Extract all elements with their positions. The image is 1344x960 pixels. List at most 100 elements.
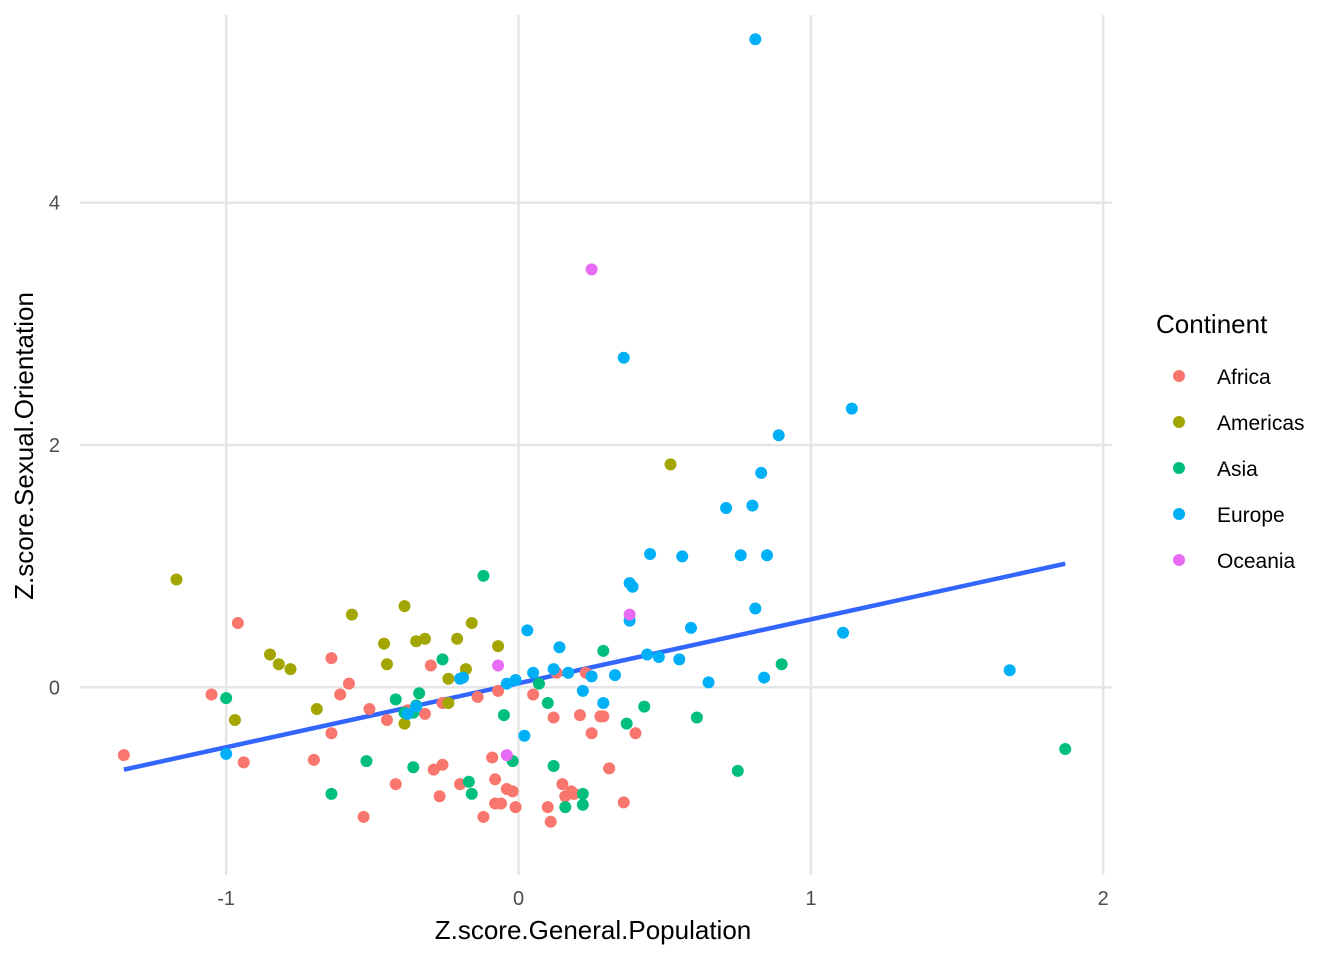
- point-africa: [494, 797, 507, 810]
- point-europe: [518, 729, 531, 742]
- legend: Continent Africa Americas Asia Europe Oceani…: [1156, 309, 1305, 573]
- point-africa: [363, 703, 376, 716]
- point-americas: [398, 717, 411, 730]
- point-africa: [603, 762, 616, 775]
- point-asia: [220, 692, 233, 705]
- legend-label-europe: Europe: [1217, 504, 1285, 527]
- point-asia: [497, 709, 510, 722]
- point-africa: [506, 785, 519, 798]
- point-europe: [527, 666, 540, 679]
- point-americas: [451, 632, 464, 645]
- legend-key-oceania: [1173, 554, 1185, 566]
- point-europe: [749, 602, 762, 615]
- legend-label-asia: Asia: [1217, 458, 1258, 481]
- point-africa: [231, 617, 244, 630]
- point-europe: [758, 671, 771, 684]
- point-europe: [576, 684, 589, 697]
- point-asia: [413, 687, 426, 700]
- trend-line-group: [123, 561, 1066, 772]
- point-europe: [585, 670, 598, 683]
- point-americas: [418, 632, 431, 645]
- point-europe: [746, 499, 759, 512]
- point-africa: [547, 711, 560, 724]
- point-americas: [492, 640, 505, 653]
- point-africa: [527, 688, 540, 701]
- point-americas: [465, 617, 478, 630]
- point-asia: [638, 700, 651, 713]
- point-asia: [407, 761, 420, 774]
- point-oceania: [492, 659, 505, 672]
- point-americas: [398, 600, 411, 613]
- point-africa: [544, 815, 557, 828]
- point-africa: [509, 801, 522, 814]
- point-asia: [325, 787, 338, 800]
- point-americas: [284, 663, 297, 676]
- point-asia: [389, 693, 402, 706]
- point-africa: [489, 773, 502, 786]
- point-europe: [644, 548, 657, 561]
- point-europe: [401, 707, 414, 720]
- point-africa: [117, 749, 130, 762]
- legend-key-africa: [1173, 370, 1185, 382]
- point-africa: [597, 710, 610, 723]
- point-africa: [357, 810, 370, 823]
- point-oceania: [623, 608, 636, 621]
- point-asia: [360, 755, 373, 768]
- point-asia: [541, 697, 554, 709]
- point-europe: [749, 33, 762, 46]
- legend-label-oceania: Oceania: [1217, 550, 1296, 573]
- point-europe: [755, 466, 768, 479]
- point-europe: [553, 641, 566, 654]
- x-tick-label: 2: [1098, 888, 1109, 910]
- point-africa: [492, 684, 505, 697]
- point-europe: [509, 673, 522, 686]
- point-africa: [325, 652, 338, 665]
- y-tick-label: 0: [49, 677, 60, 699]
- point-americas: [272, 658, 285, 671]
- x-tick-label: 1: [805, 888, 816, 910]
- point-americas: [170, 573, 183, 586]
- point-europe: [617, 351, 630, 364]
- point-asia: [462, 775, 475, 788]
- point-oceania: [500, 749, 513, 762]
- point-asia: [547, 759, 560, 772]
- point-asia: [559, 801, 572, 814]
- point-asia: [436, 653, 449, 666]
- point-africa: [418, 707, 431, 720]
- trend-line: [123, 561, 1066, 772]
- point-africa: [325, 727, 338, 740]
- point-europe: [456, 671, 469, 684]
- x-tick-label: 0: [513, 888, 524, 910]
- grid-lines: [80, 15, 1112, 875]
- point-europe: [734, 549, 747, 562]
- point-asia: [620, 717, 633, 730]
- point-asia: [775, 658, 788, 671]
- point-africa: [389, 778, 402, 791]
- point-africa: [617, 796, 630, 809]
- point-asia: [690, 711, 703, 724]
- point-europe: [837, 626, 850, 639]
- point-asia: [576, 798, 589, 811]
- point-europe: [772, 429, 785, 442]
- point-africa: [629, 727, 642, 740]
- point-europe: [761, 549, 774, 562]
- legend-title: Continent: [1156, 309, 1268, 339]
- x-tick-label: -1: [217, 888, 235, 910]
- point-americas: [310, 703, 323, 716]
- point-europe: [720, 501, 733, 514]
- point-africa: [424, 659, 437, 672]
- point-americas: [228, 713, 241, 726]
- point-africa: [471, 690, 484, 703]
- point-europe: [220, 747, 233, 760]
- legend-key-europe: [1173, 508, 1185, 520]
- point-europe: [547, 663, 560, 676]
- point-europe: [1003, 664, 1016, 677]
- point-africa: [334, 688, 347, 701]
- point-africa: [436, 758, 449, 771]
- point-oceania: [585, 263, 598, 276]
- point-europe: [521, 624, 534, 637]
- point-europe: [597, 697, 610, 709]
- point-asia: [465, 787, 478, 800]
- point-americas: [380, 658, 393, 671]
